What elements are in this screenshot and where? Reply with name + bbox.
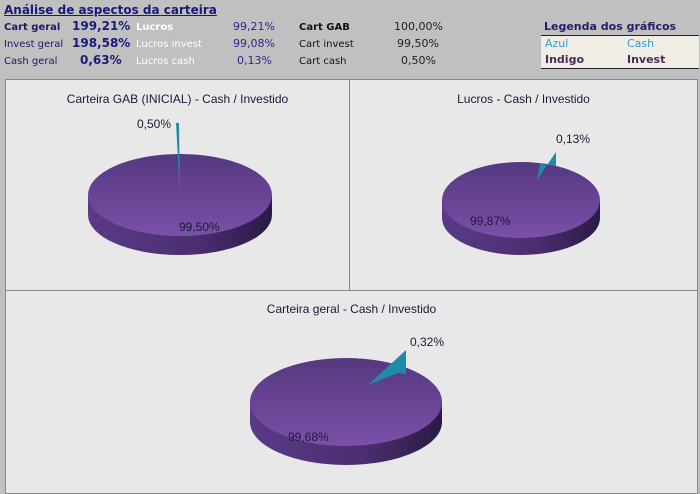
cart-gab-label: Cart GAB (299, 22, 350, 33)
invest-geral-label: Invest geral (4, 39, 64, 50)
legend-meaning-invest: Invest (627, 53, 666, 66)
chart-legend: Legenda dos gráficos Azul Cash Indigo In… (541, 19, 699, 69)
cash-geral-value: 0,63% (80, 53, 122, 67)
lucros-invest-label: Lucros invest (136, 39, 202, 50)
cart-cash-label: Cart cash (299, 56, 347, 67)
cart-geral-label: Cart geral (4, 22, 61, 33)
pie-3d (88, 123, 272, 255)
pie-3d (250, 350, 442, 465)
pie-label-cash: 0,50% (137, 117, 172, 131)
panel-divider-horizontal (6, 290, 697, 291)
lucros-value: 99,21% (233, 20, 275, 33)
pie-3d (442, 152, 600, 255)
panel-divider-vertical (349, 80, 350, 290)
chart-title: Lucros - Cash / Investido (457, 92, 590, 106)
pie-label-invest: 99,68% (288, 430, 329, 444)
lucros-label: Lucros (136, 22, 174, 33)
page-title[interactable]: Análise de aspectos da carteira (4, 3, 217, 17)
pie-label-cash: 0,13% (556, 132, 591, 146)
chart-title: Carteira GAB (INICIAL) - Cash / Investid… (66, 92, 289, 106)
portfolio-analysis-header: Análise de aspectos da carteira Cart ger… (0, 0, 700, 78)
pie-label-invest: 99,50% (179, 220, 220, 234)
cart-cash-value: 0,50% (401, 54, 436, 67)
legend-box: Azul Cash Indigo Invest (541, 35, 699, 69)
legend-meaning-cash: Cash (627, 37, 655, 50)
legend-color-azul: Azul (545, 37, 569, 50)
cart-invest-label: Cart invest (299, 39, 354, 50)
charts-panel: Carteira GAB (INICIAL) - Cash / Investid… (5, 79, 698, 494)
lucros-cash-value: 0,13% (237, 54, 272, 67)
cart-invest-value: 99,50% (397, 37, 439, 50)
lucros-invest-value: 99,08% (233, 37, 275, 50)
pie-label-cash: 0,32% (410, 335, 445, 349)
cash-geral-label: Cash geral (4, 56, 58, 67)
legend-title: Legenda dos gráficos (544, 20, 677, 33)
chart-title: Carteira geral - Cash / Investido (266, 302, 437, 316)
lucros-cash-label: Lucros cash (136, 56, 195, 67)
cart-gab-value: 100,00% (394, 20, 443, 33)
invest-geral-value: 198,58% (72, 36, 131, 50)
legend-color-indigo: Indigo (545, 53, 584, 66)
pie-label-invest: 99,87% (470, 214, 511, 228)
cart-geral-value: 199,21% (72, 19, 131, 33)
